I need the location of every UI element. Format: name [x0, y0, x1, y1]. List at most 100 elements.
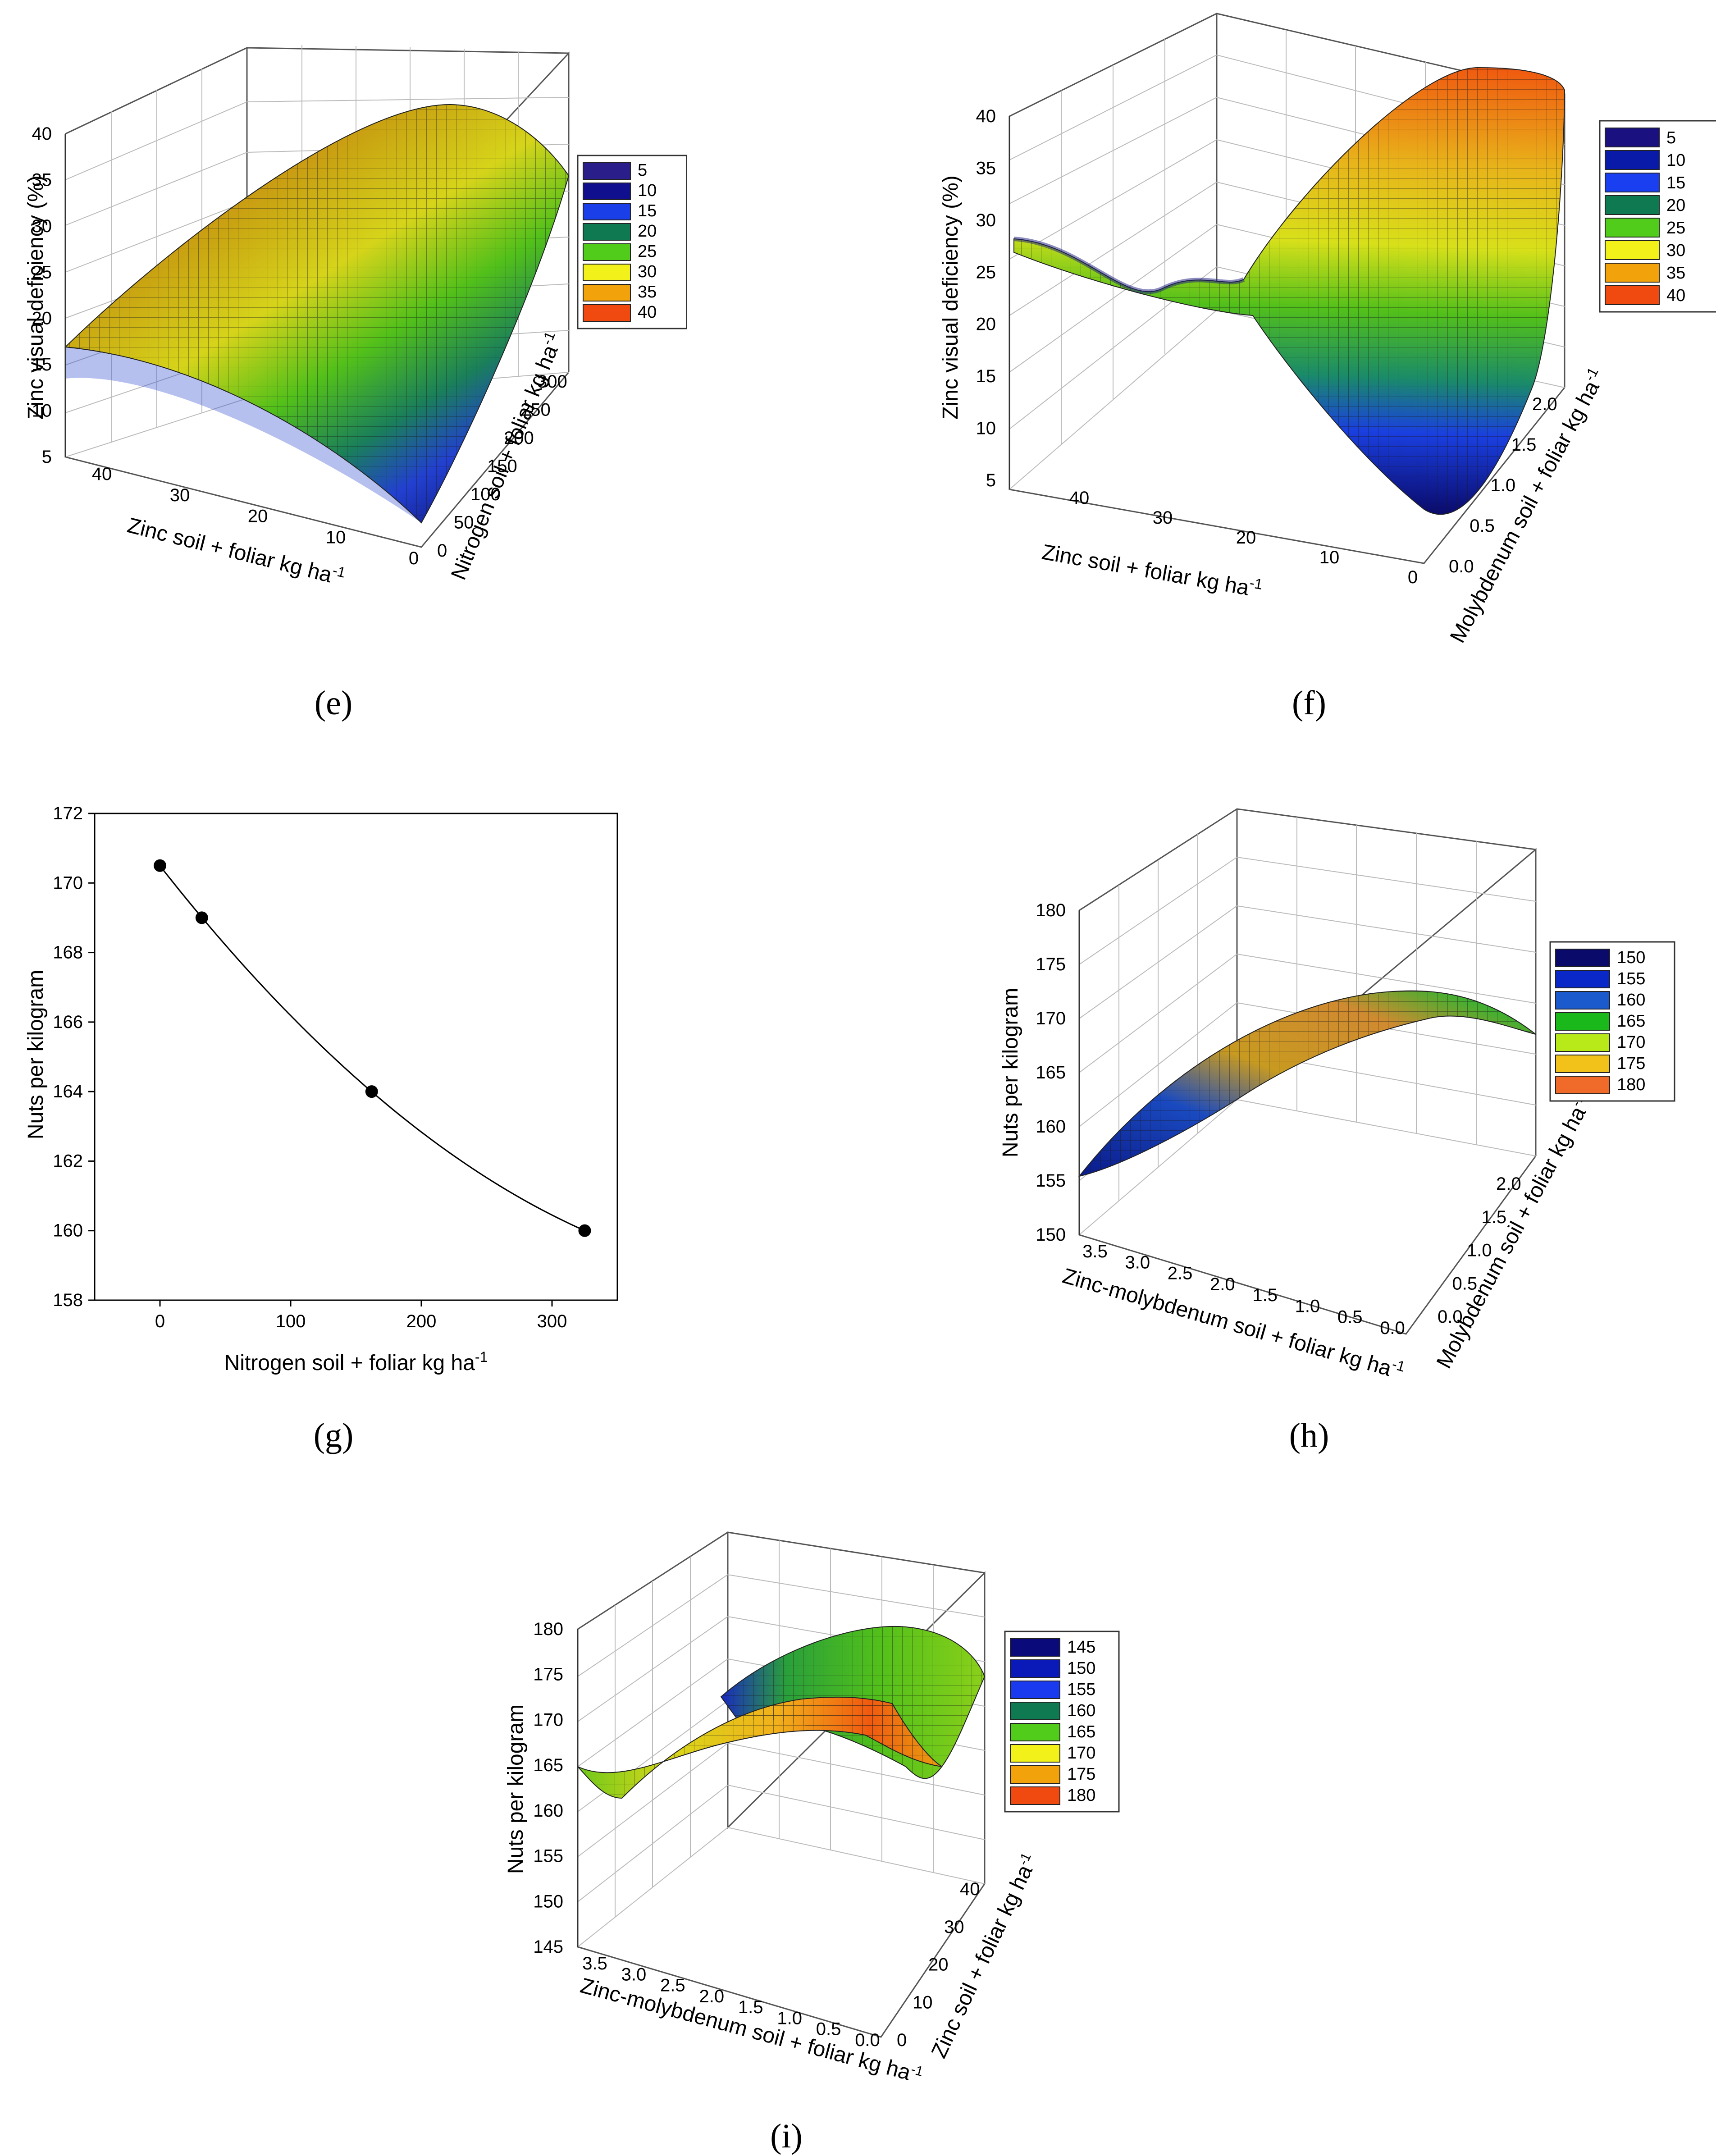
- i-y-tick-10: 10: [913, 1992, 933, 2012]
- panel-i-z-ticks: 145 150 155 160 165 170 175 180: [533, 1619, 563, 1957]
- f-z-tick-30: 30: [976, 210, 996, 230]
- panel-f-x-ticks: 40 30 20 10 0: [1069, 488, 1418, 587]
- h-legend-swatch-155: [1555, 970, 1610, 988]
- h-y-tick-0.5: 0.5: [1452, 1274, 1478, 1293]
- panel-i-caption: (i): [770, 2117, 803, 2155]
- i-legend-label-150: 150: [1067, 1659, 1095, 1678]
- g-point-2: [365, 1085, 378, 1098]
- i-legend-swatch-150: [1010, 1659, 1060, 1678]
- i-z-tick-165: 165: [533, 1755, 563, 1775]
- e-legend-label-35: 35: [638, 283, 657, 301]
- panel-h-y-ticks: 0.0 0.5 1.0 1.5 2.0: [1438, 1174, 1521, 1327]
- e-legend-label-40: 40: [638, 303, 657, 322]
- i-y-tick-30: 30: [944, 1917, 964, 1937]
- i-x-tick-3.5: 3.5: [582, 1954, 607, 1973]
- panel-h-frame-top: [1079, 808, 1536, 911]
- f-z-tick-40: 40: [976, 106, 996, 126]
- panel-f-x-label: Zinc soil + foliar kg ha-1: [1040, 538, 1264, 603]
- e-legend-swatch-20: [583, 223, 631, 241]
- e-z-tick-30: 30: [32, 216, 52, 236]
- i-legend-label-170: 170: [1067, 1744, 1095, 1763]
- g-y-tick-166: 166: [53, 1012, 83, 1032]
- f-legend-label-20: 20: [1666, 196, 1685, 215]
- g-y-tick-172: 172: [53, 804, 83, 823]
- e-legend-swatch-35: [583, 284, 631, 301]
- panel-e-x-label: Zinc soil + foliar kg ha-1: [125, 511, 347, 590]
- e-legend-swatch-30: [583, 264, 631, 281]
- g-y-tick-170: 170: [53, 873, 83, 893]
- e-y-tick-150: 150: [487, 457, 517, 476]
- i-legend-label-145: 145: [1067, 1638, 1095, 1657]
- e-legend-box: [577, 155, 687, 329]
- panel-g-x-label: Nitrogen soil + foliar kg ha-1: [224, 1349, 488, 1375]
- f-legend-label-10: 10: [1666, 151, 1685, 170]
- panel-i-x-ticks: 3.5 3.0 2.5 2.0 1.5 1.0 0.5 0.0: [582, 1954, 880, 2050]
- h-x-tick-0.5: 0.5: [1337, 1307, 1363, 1327]
- panel-f-caption: (f): [1292, 684, 1326, 722]
- i-legend-swatch-180: [1010, 1786, 1060, 1805]
- i-x-tick-3.0: 3.0: [621, 1964, 647, 1984]
- e-y-tick-200: 200: [504, 428, 534, 448]
- f-legend-box: [1599, 120, 1716, 313]
- f-z-tick-10: 10: [976, 419, 996, 439]
- g-y-tick-160: 160: [53, 1221, 83, 1241]
- h-legend-label-170: 170: [1617, 1033, 1645, 1052]
- i-legend-label-155: 155: [1067, 1680, 1095, 1699]
- panel-i-grid: [577, 1540, 985, 1947]
- i-legend-swatch-165: [1010, 1723, 1060, 1741]
- f-legend-label-15: 15: [1666, 174, 1685, 192]
- e-y-tick-50: 50: [454, 513, 474, 533]
- f-x-tick-10: 10: [1319, 548, 1340, 567]
- i-x-tick-2.0: 2.0: [699, 1987, 724, 2006]
- e-legend-label-5: 5: [638, 161, 647, 180]
- h-z-tick-160: 160: [1036, 1117, 1066, 1137]
- e-x-tick-20: 20: [248, 507, 268, 526]
- e-x-tick-10: 10: [326, 527, 346, 547]
- panel-h: 150 155 160 165 170 175 180 3.5 3.0 2.5 2.0 1.5 1.0…: [999, 808, 1675, 1454]
- h-y-tick-2.0: 2.0: [1496, 1174, 1521, 1194]
- panel-i-frame-top: [577, 1531, 985, 1630]
- f-x-tick-0: 0: [1408, 567, 1418, 587]
- f-z-tick-20: 20: [976, 315, 996, 334]
- h-legend-swatch-160: [1555, 991, 1610, 1009]
- h-x-tick-1.0: 1.0: [1295, 1296, 1320, 1316]
- h-x-tick-3.5: 3.5: [1082, 1242, 1108, 1261]
- e-legend-swatch-25: [583, 243, 631, 261]
- i-z-tick-180: 180: [533, 1619, 563, 1639]
- h-y-tick-1.0: 1.0: [1467, 1241, 1492, 1261]
- f-legend-swatch-15: [1605, 173, 1660, 192]
- i-z-tick-150: 150: [533, 1891, 563, 1911]
- e-y-tick-100: 100: [470, 484, 501, 504]
- i-legend-label-160: 160: [1067, 1701, 1095, 1720]
- f-legend-swatch-30: [1605, 240, 1660, 260]
- panel-e-y-ticks: 0 50 100 150 200 250 300: [437, 372, 567, 561]
- panel-f-surface-mesh: [1014, 68, 1565, 515]
- h-x-tick-2.0: 2.0: [1210, 1274, 1235, 1294]
- i-x-tick-0.5: 0.5: [816, 2019, 841, 2039]
- panel-e-surface-mesh: [65, 104, 569, 523]
- i-legend-swatch-160: [1010, 1702, 1060, 1720]
- f-legend-swatch-5: [1605, 128, 1660, 147]
- h-legend-label-160: 160: [1617, 991, 1645, 1009]
- f-legend-label-40: 40: [1666, 286, 1685, 305]
- f-legend-label-25: 25: [1666, 219, 1685, 238]
- i-legend-swatch-155: [1010, 1681, 1060, 1699]
- panel-e-caption: (e): [315, 684, 352, 722]
- h-legend-label-165: 165: [1617, 1012, 1645, 1031]
- panel-i-y-ticks: 0 10 20 30 40: [897, 1879, 980, 2050]
- i-legend-swatch-170: [1010, 1744, 1060, 1763]
- h-legend-label-180: 180: [1617, 1075, 1645, 1094]
- h-x-tick-1.5: 1.5: [1252, 1285, 1278, 1305]
- i-y-tick-0: 0: [897, 2030, 907, 2050]
- e-legend-label-20: 20: [638, 222, 657, 241]
- panel-h-z-ticks: 150 155 160 165 170 175 180: [1036, 900, 1066, 1245]
- panel-h-y-label: Molybdenum soil + foliar kg ha-1: [1430, 1090, 1597, 1372]
- h-legend-swatch-175: [1555, 1055, 1610, 1073]
- f-x-tick-40: 40: [1069, 488, 1090, 508]
- panel-h-x-ticks: 3.5 3.0 2.5 2.0 1.5 1.0 0.5 0.0: [1082, 1242, 1405, 1338]
- panel-g-fit-curve: [159, 865, 585, 1232]
- e-x-tick-0: 0: [409, 548, 419, 568]
